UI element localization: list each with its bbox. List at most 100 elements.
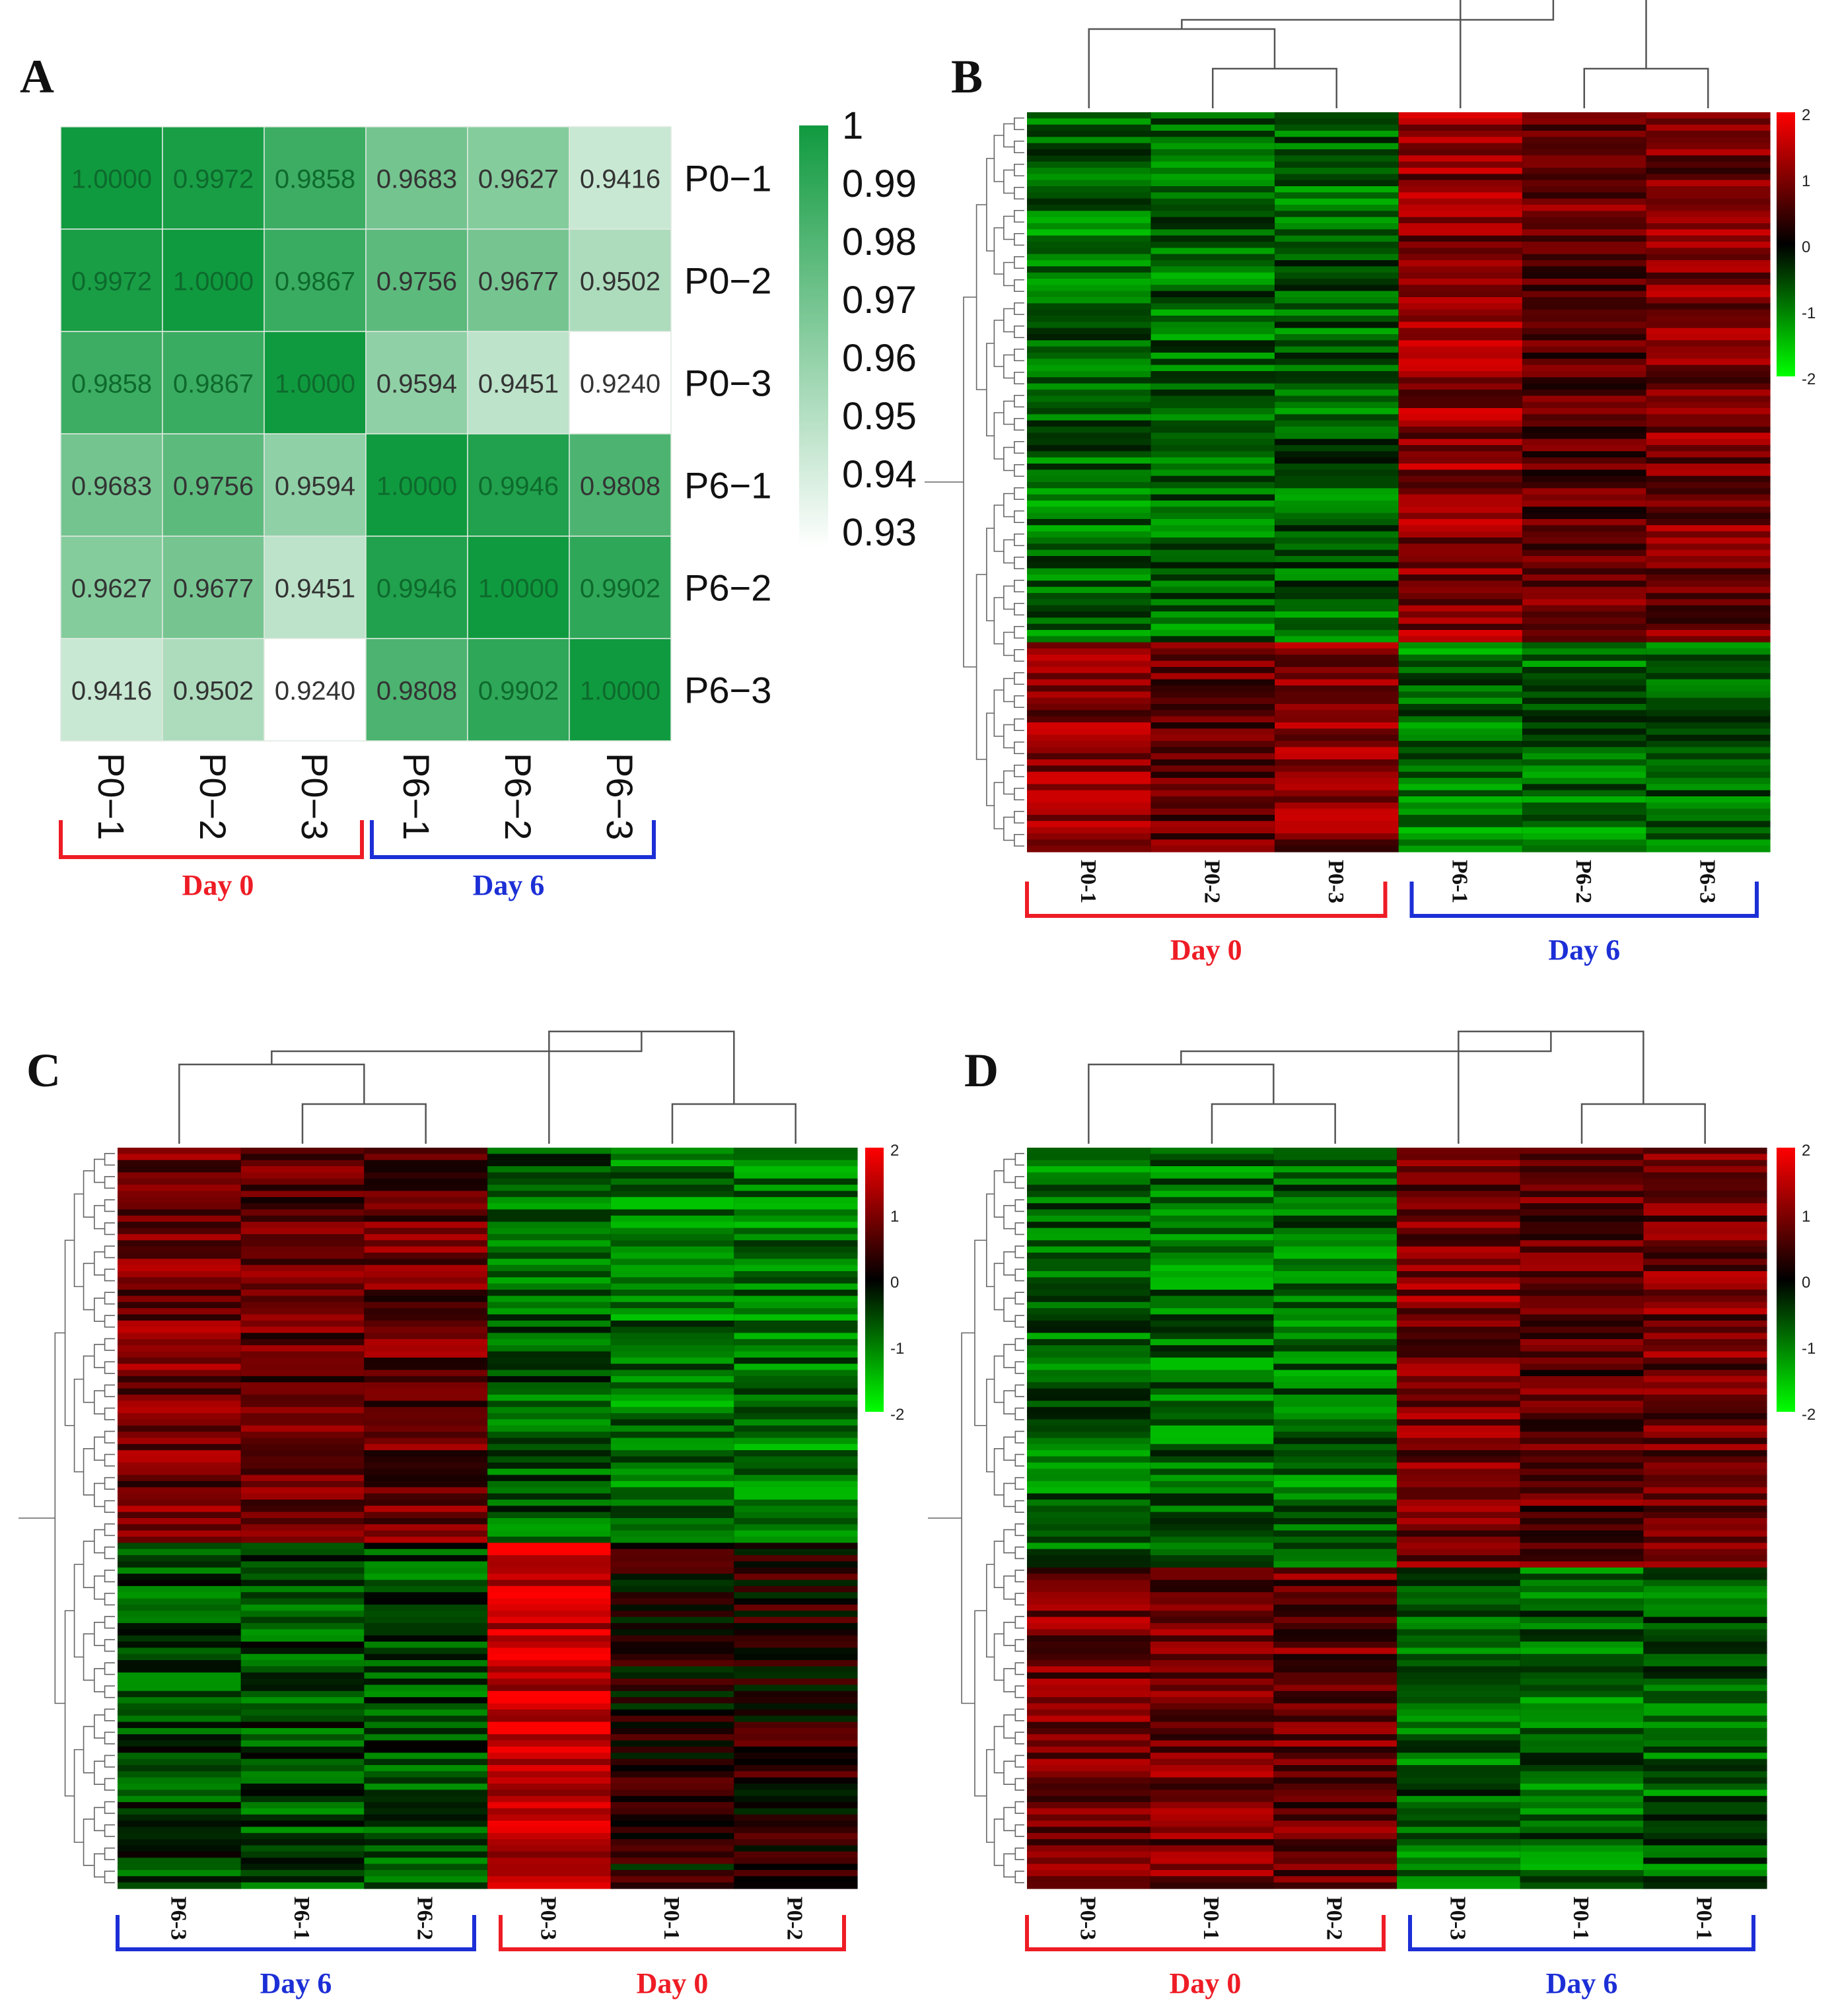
heatmap-cell: [1646, 118, 1771, 125]
heatmap-cell: [1643, 1555, 1767, 1562]
heatmap-cell: [734, 1660, 858, 1667]
heatmap-cell: [1027, 691, 1152, 699]
heatmap-cell: [1273, 1734, 1397, 1741]
heatmap-cell: [1397, 1401, 1521, 1408]
heatmap-cell: [1027, 1475, 1151, 1482]
heatmap-cell: [1643, 1302, 1767, 1309]
heatmap-cell: [1275, 272, 1399, 279]
heatmap-cell: [118, 1345, 242, 1352]
heatmap-cell: [1398, 636, 1523, 643]
heatmap-cell: [1398, 685, 1523, 692]
heatmap-cell: [240, 1882, 365, 1889]
heatmap-cell: [1522, 198, 1647, 205]
heatmap-cell: [1522, 741, 1647, 747]
heatmap-cell: [1027, 1388, 1151, 1395]
heatmap-cell: [1643, 1543, 1767, 1550]
heatmap-cell: [1150, 365, 1275, 372]
heatmap-cell: [487, 1758, 612, 1766]
heatmap-cell: [734, 1191, 858, 1198]
heatmap-cell: [364, 1166, 488, 1173]
heatmap-cell: [1027, 1611, 1151, 1618]
heatmap-cell: [1646, 229, 1771, 236]
column-label: P6-3: [166, 1896, 190, 1940]
cell-value: 1.0000: [173, 267, 254, 296]
cell-value: 0.9594: [275, 472, 355, 501]
heatmap-cell: [1397, 1821, 1521, 1828]
dendrogram-branch: [993, 1633, 1005, 1681]
dendrogram-branch: [104, 1315, 115, 1328]
heatmap-cell: [487, 1456, 612, 1463]
heatmap-cell: [1643, 1271, 1767, 1278]
heatmap-cell: [240, 1561, 365, 1568]
heatmap-cell: [1150, 334, 1275, 341]
heatmap-cell: [1522, 765, 1647, 773]
heatmap-cell: [1273, 1765, 1397, 1772]
heatmap-cell: [610, 1882, 734, 1889]
heatmap-cell: [1522, 580, 1647, 588]
heatmap-cell: [1150, 1642, 1274, 1648]
dendrogram-branch: [961, 1332, 975, 1704]
heatmap-cell: [1398, 623, 1523, 631]
heatmap-cell: [1643, 1425, 1767, 1432]
colorbar-tick: 0: [1802, 238, 1810, 256]
heatmap-cell: [1397, 1475, 1521, 1482]
heatmap-cell: [364, 1450, 488, 1457]
heatmap-cell: [1027, 673, 1152, 680]
heatmap-cell: [1275, 359, 1399, 366]
cell-value: 0.9756: [173, 472, 254, 501]
heatmap-cell: [487, 1395, 612, 1401]
heatmap-cell: [118, 1784, 242, 1790]
heatmap-cell: [1027, 1585, 1151, 1593]
heatmap-cell: [1150, 827, 1275, 834]
dendrogram-branch: [1014, 1870, 1024, 1884]
heatmap-cell: [1398, 427, 1523, 433]
heatmap-cell: [610, 1246, 734, 1253]
heatmap-cell: [364, 1826, 488, 1834]
heatmap-cell: [1150, 808, 1275, 816]
heatmap-cell: [610, 1585, 734, 1593]
heatmap-cell: [364, 1863, 488, 1871]
heatmap-cell: [240, 1814, 365, 1821]
heatmap-cell: [1646, 488, 1771, 495]
cell-value: 0.9867: [275, 267, 355, 296]
heatmap-cell: [1150, 1530, 1274, 1537]
heatmap-cell: [1273, 1832, 1397, 1840]
heatmap-cell: [1273, 1419, 1397, 1426]
heatmap-cell: [1150, 377, 1275, 384]
heatmap-cell: [1646, 131, 1771, 137]
heatmap-cell: [1273, 1814, 1397, 1821]
heatmap-cell: [1522, 660, 1647, 668]
heatmap-cell: [1027, 1808, 1151, 1815]
heatmap-cell: [118, 1191, 242, 1198]
heatmap-cell: [1398, 192, 1523, 199]
heatmap-cell: [487, 1585, 612, 1593]
heatmap-cell: [1643, 1432, 1767, 1439]
heatmap-cell: [1398, 260, 1523, 267]
dendrogram-branch: [1003, 1344, 1016, 1368]
heatmap-cell: [610, 1185, 734, 1192]
heatmap-cell: [734, 1679, 858, 1686]
heatmap-cell: [1520, 1679, 1644, 1686]
dendrogram-branch: [1003, 1251, 1016, 1276]
heatmap-cell: [1397, 1863, 1521, 1871]
heatmap-cell: [487, 1154, 612, 1161]
heatmap-cell: [1522, 821, 1647, 828]
heatmap-cell: [1150, 1524, 1274, 1531]
group-label: Day 0: [182, 869, 254, 901]
dendrogram-branch: [1014, 1477, 1024, 1490]
heatmap-cell: [1397, 1271, 1521, 1278]
heatmap-cell: [1522, 808, 1647, 816]
heatmap-cell: [1646, 328, 1771, 335]
heatmap-cell: [487, 1302, 612, 1309]
heatmap-cell: [1150, 1401, 1274, 1408]
heatmap-cell: [1643, 1203, 1767, 1210]
heatmap-cell: [1273, 1290, 1397, 1296]
heatmap-cell: [364, 1240, 488, 1247]
heatmap-cell: [118, 1160, 242, 1167]
heatmap-cell: [487, 1790, 612, 1797]
heatmap-cell: [487, 1524, 612, 1531]
heatmap-cell: [1027, 1697, 1151, 1704]
heatmap-cell: [1273, 1259, 1397, 1266]
heatmap-cell: [1398, 630, 1523, 637]
heatmap-cell: [1643, 1456, 1767, 1463]
